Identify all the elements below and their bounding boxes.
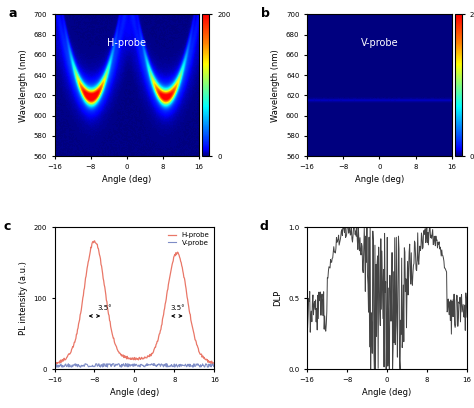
- Text: d: d: [259, 220, 268, 233]
- Text: b: b: [261, 7, 270, 20]
- Text: a: a: [8, 7, 17, 20]
- Y-axis label: Wavelength (nm): Wavelength (nm): [271, 49, 280, 122]
- X-axis label: Angle (deg): Angle (deg): [355, 175, 404, 184]
- Text: H-probe: H-probe: [107, 38, 146, 47]
- Y-axis label: PL intensity (a.u.): PL intensity (a.u.): [19, 261, 28, 335]
- Y-axis label: Wavelength (nm): Wavelength (nm): [19, 49, 28, 122]
- Text: 3.5°: 3.5°: [171, 305, 185, 311]
- X-axis label: Angle (deg): Angle (deg): [110, 388, 159, 397]
- Y-axis label: DLP: DLP: [273, 290, 283, 306]
- X-axis label: Angle (deg): Angle (deg): [362, 388, 411, 397]
- X-axis label: Angle (deg): Angle (deg): [102, 175, 152, 184]
- Legend: H-probe, V-probe: H-probe, V-probe: [166, 231, 211, 247]
- Text: 3.5°: 3.5°: [97, 305, 111, 311]
- Text: V-probe: V-probe: [361, 38, 398, 47]
- Text: c: c: [3, 220, 11, 233]
